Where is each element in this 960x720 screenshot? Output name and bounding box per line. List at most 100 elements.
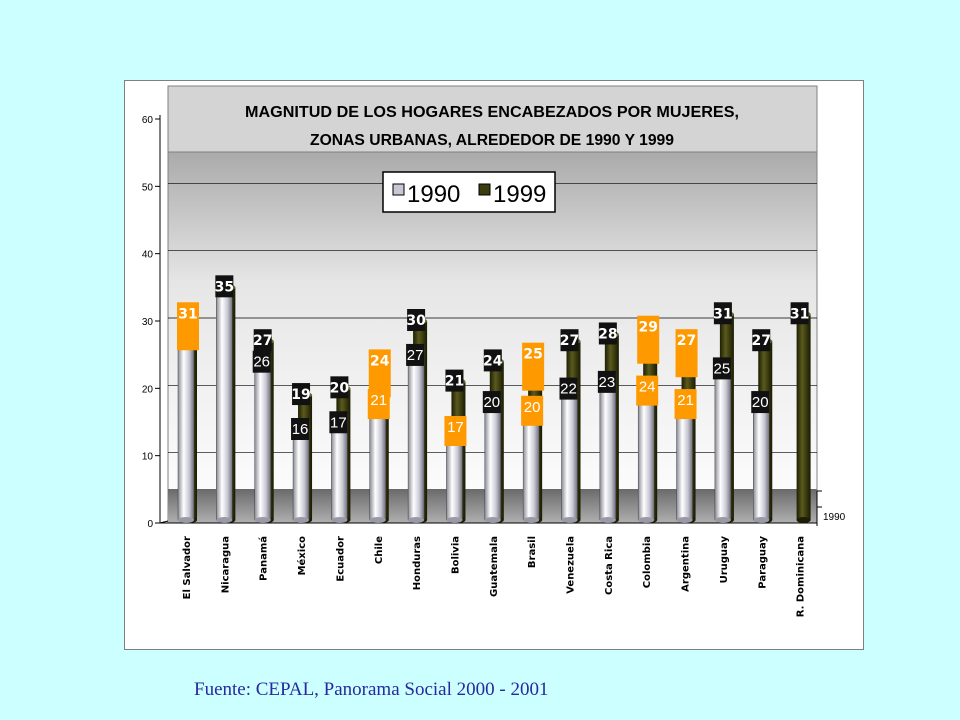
- bar-1990-base: [408, 517, 425, 523]
- data-label-1990: 21: [370, 392, 387, 409]
- data-label-1999: 24: [483, 353, 503, 369]
- bar-1999-base: [796, 517, 811, 523]
- data-label-box-1999: [483, 349, 502, 372]
- category-label: Paraguay: [757, 536, 768, 589]
- bar-1990-base: [331, 517, 348, 523]
- data-label-1990: 24: [639, 379, 656, 396]
- bar-1990: [216, 280, 233, 521]
- data-label-box-1990: [521, 395, 544, 426]
- bar-1990-base: [484, 517, 501, 523]
- data-label-1999: 27: [752, 333, 771, 349]
- category-label: Ecuador: [335, 536, 346, 582]
- y-tick-label: 20: [142, 384, 154, 395]
- data-label-1999: 31: [178, 306, 197, 322]
- data-label-box-1990: [367, 389, 390, 420]
- data-label-1999: 19: [291, 387, 310, 403]
- data-label-box-1990: [329, 411, 348, 434]
- bar-1990-base: [216, 517, 233, 523]
- data-label-box-1999: [752, 329, 771, 352]
- data-label-1990: 25: [714, 360, 731, 377]
- bar-1990-base: [178, 517, 194, 523]
- data-label-box-1990: [444, 416, 467, 446]
- data-label-box-1990: [597, 370, 616, 393]
- data-label-box-1999: [215, 275, 234, 298]
- data-label-box-1999: [330, 376, 349, 399]
- category-label: Colombia: [642, 536, 653, 588]
- category-label: Bolivia: [450, 536, 461, 574]
- bar-1999: [796, 314, 811, 520]
- bar-1990: [254, 354, 271, 521]
- category-label: Nicaragua: [220, 536, 231, 593]
- y-tick-label: 50: [142, 182, 154, 193]
- data-label-box-1999: [598, 322, 617, 345]
- data-label-1990: 17: [330, 414, 347, 431]
- bar-1990-base: [293, 517, 310, 523]
- chart-title-line1: MAGNITUD DE LOS HOGARES ENCABEZADOS POR …: [245, 104, 739, 121]
- data-label-1999: 21: [445, 374, 464, 390]
- data-label-box-1990: [482, 391, 501, 414]
- data-label-box-1999: [177, 302, 199, 351]
- source-note: Fuente: CEPAL, Panorama Social 2000 - 20…: [194, 679, 549, 700]
- data-label-1999: 24: [370, 353, 390, 369]
- bar-1990-base: [638, 517, 655, 523]
- data-label-1999: 20: [330, 380, 350, 396]
- category-label: R. Dominicana: [796, 536, 807, 617]
- data-label-1999: 35: [215, 279, 234, 295]
- data-label-box-1990: [291, 418, 310, 440]
- y-tick-label: 30: [142, 317, 154, 328]
- y-tick-label: 0: [147, 519, 153, 530]
- data-label-box-1990: [636, 375, 659, 406]
- data-label-1990: 21: [677, 392, 694, 409]
- data-label-1990: 20: [483, 394, 500, 411]
- data-label-1990: 16: [292, 421, 309, 438]
- data-label-box-1990: [751, 391, 770, 414]
- data-label-box-1999: [713, 302, 732, 325]
- bar-1990-base: [753, 517, 770, 523]
- bar-1990: [714, 361, 732, 521]
- bar-1990: [599, 374, 617, 521]
- category-label: Venezuela: [566, 536, 577, 594]
- category-label: Argentina: [681, 536, 692, 592]
- title-panel: [167, 85, 818, 153]
- bar-1990-base: [676, 517, 693, 523]
- bar-1990-base: [561, 517, 578, 523]
- side-series-label: 1990: [823, 512, 846, 523]
- bar-1990-base: [714, 517, 731, 523]
- data-label-1990: 27: [407, 347, 424, 364]
- category-label: Honduras: [412, 536, 423, 590]
- category-label: México: [296, 536, 308, 576]
- category-label: El Salvador: [182, 536, 193, 599]
- data-label-box-1999: [253, 329, 272, 352]
- data-label-1999: 27: [253, 333, 272, 349]
- data-label-box-1999: [445, 369, 464, 392]
- chart-title-line2: ZONAS URBANAS, ALREDEDOR DE 1990 Y 1999: [310, 132, 674, 149]
- data-label-box-1999: [292, 383, 311, 406]
- data-label-box-1990: [252, 350, 271, 373]
- bar-1990: [561, 381, 578, 521]
- data-label-box-1999: [637, 315, 660, 364]
- data-label-1999: 29: [638, 320, 657, 336]
- data-label-1999: 31: [790, 306, 809, 322]
- data-label-1999: 27: [560, 333, 579, 349]
- data-label-box-1999: [675, 329, 698, 378]
- data-label-box-1999: [790, 302, 809, 325]
- category-label: Uruguay: [719, 536, 730, 584]
- category-label: Costa Rica: [604, 536, 615, 595]
- legend-swatch-1999: [478, 183, 491, 196]
- category-label: Chile: [374, 536, 385, 564]
- y-tick-label: 10: [142, 452, 154, 463]
- data-label-box-1990: [559, 377, 578, 400]
- data-label-box-1990: [712, 357, 731, 380]
- bar-chart: 0 10 20 30 40 50 60 1990 MAGNITUD DE LOS HOGARES…: [142, 85, 846, 617]
- bar-1990: [484, 394, 502, 521]
- category-label: Brasil: [527, 536, 538, 568]
- bar-1990: [407, 347, 425, 521]
- legend-label-1999: 1999: [493, 181, 546, 208]
- data-label-box-1999: [560, 329, 579, 352]
- legend-label-1990: 1990: [407, 181, 460, 208]
- bar-1990: [753, 394, 770, 521]
- data-label-1999: 31: [713, 306, 732, 322]
- data-label-box-1999: [407, 309, 426, 331]
- category-label: Panamá: [258, 536, 270, 581]
- data-label-box-1990: [406, 343, 425, 366]
